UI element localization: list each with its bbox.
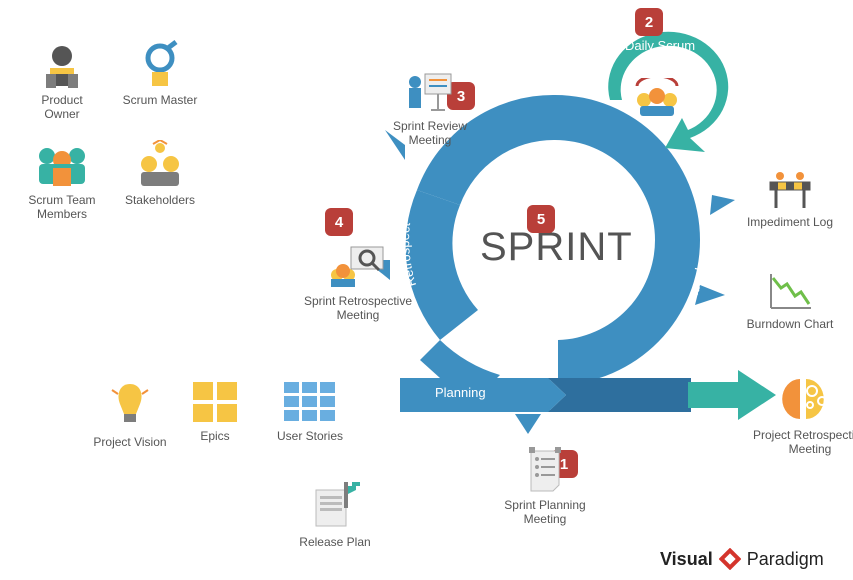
role-scrum-team: Scrum Team Members	[22, 140, 102, 222]
artifact-project-vision: Project Vision	[90, 380, 170, 450]
artifact-impediment-log: Impediment Log	[740, 170, 840, 230]
artifact-release-plan: Release Plan	[290, 480, 380, 550]
meeting-sprint-review: Sprint Review Meeting	[385, 70, 475, 148]
role-scrum-master-label: Scrum Master	[123, 94, 198, 108]
meeting-sprint-planning: Sprint Planning Meeting	[495, 445, 595, 527]
artifact-release-plan-label: Release Plan	[299, 536, 370, 550]
logo-visual-paradigm: Visual Paradigm	[660, 548, 824, 570]
cycle-seg-planning: Planning	[435, 386, 486, 401]
logo-text-1: Visual	[660, 549, 713, 570]
role-stakeholders-label: Stakeholders	[125, 194, 195, 208]
badge-5: 5	[527, 205, 555, 233]
logo-text-2: Paradigm	[747, 549, 824, 570]
logo-icon	[719, 548, 741, 570]
daily-scrum-label: Daily Scrum	[625, 38, 695, 53]
artifact-burndown-chart: Burndown Chart	[740, 270, 840, 332]
artifact-epics-label: Epics	[200, 430, 229, 444]
artifact-burndown-chart-label: Burndown Chart	[747, 318, 834, 332]
badge-2: 2	[635, 8, 663, 36]
artifact-epics: Epics	[185, 380, 245, 444]
planning-bar-right	[576, 378, 691, 412]
sprint-title: SPRINT	[480, 225, 633, 270]
meeting-project-retrospective-label: Project Retrospective Meeting	[753, 429, 853, 457]
meeting-sprint-planning-label: Sprint Planning Meeting	[504, 499, 585, 527]
role-product-owner-label: Product Owner	[22, 94, 102, 122]
artifact-user-stories: User Stories	[270, 380, 350, 444]
daily-scrum-team-icon	[632, 78, 682, 118]
scrum-diagram: { "canvas":{"w":853,"h":580,"bg":"#fffff…	[0, 0, 853, 580]
artifact-user-stories-label: User Stories	[277, 430, 343, 444]
meeting-sprint-retrospective-label: Sprint Retrospective Meeting	[304, 295, 412, 323]
meeting-sprint-review-label: Sprint Review Meeting	[393, 120, 467, 148]
artifact-impediment-log-label: Impediment Log	[747, 216, 833, 230]
role-stakeholders: Stakeholders	[120, 140, 200, 208]
role-scrum-team-label: Scrum Team Members	[28, 194, 95, 222]
down-arrow-icon	[515, 414, 541, 436]
meeting-sprint-retrospective: Sprint Retrospective Meeting	[298, 245, 418, 323]
role-scrum-master: Scrum Master	[120, 40, 200, 108]
role-product-owner: Product Owner	[22, 40, 102, 122]
artifact-project-vision-label: Project Vision	[93, 436, 166, 450]
badge-4: 4	[325, 208, 353, 236]
planning-notch	[548, 378, 578, 412]
meeting-project-retrospective: Project Retrospective Meeting	[755, 375, 853, 457]
